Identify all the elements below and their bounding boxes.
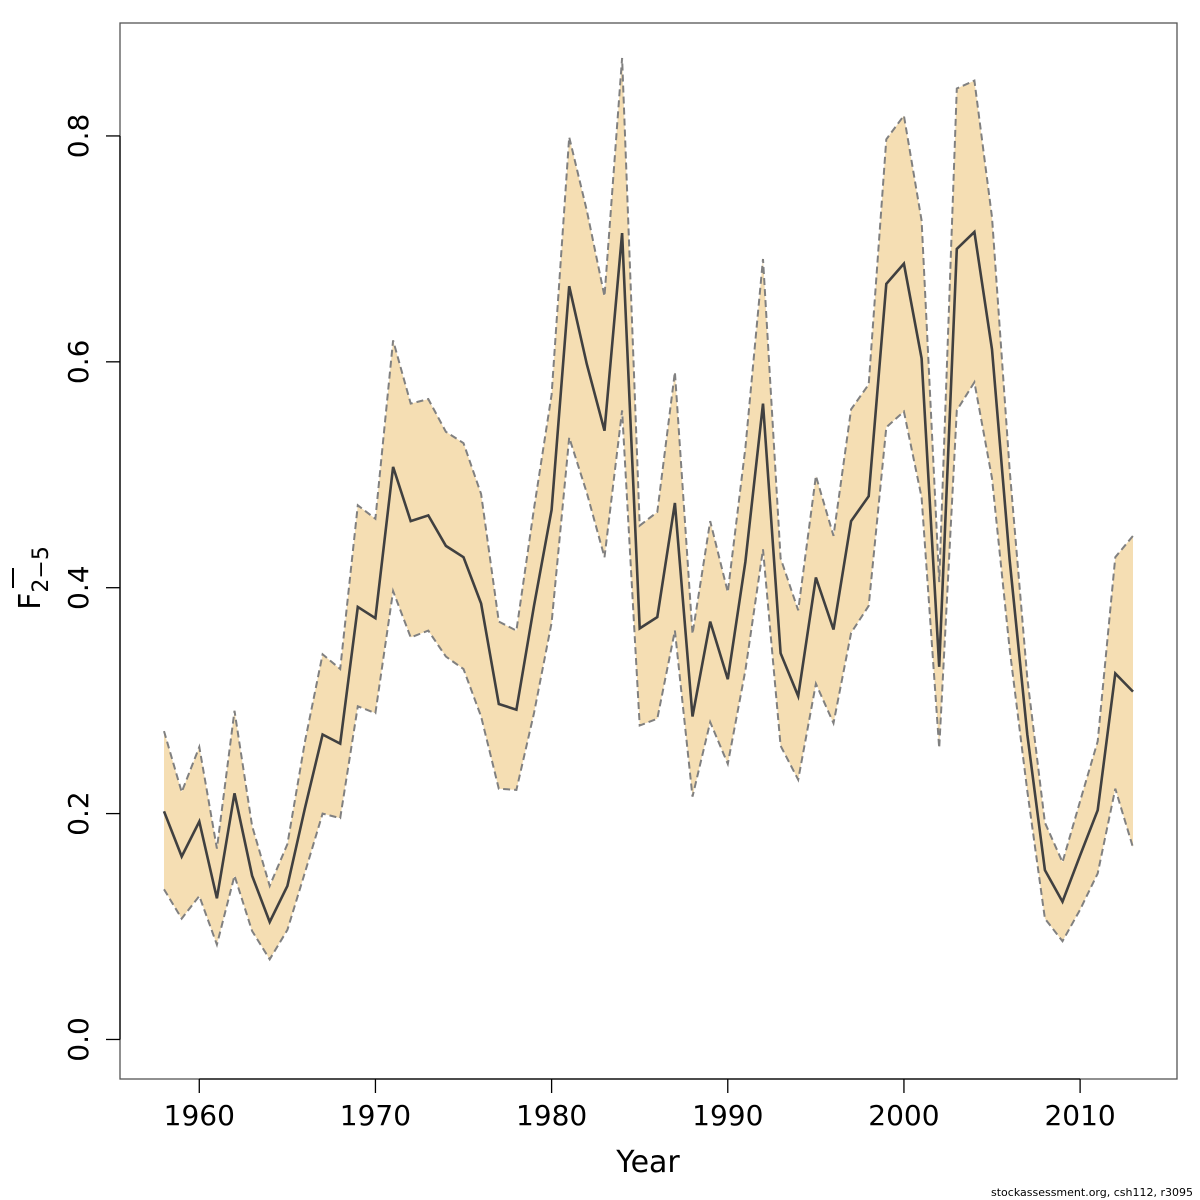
y-tick-label: 0.0 [62,1017,95,1062]
x-tick-label: 1990 [692,1099,763,1132]
credit-text: stockassessment.org, csh112, r3095 [991,1186,1193,1199]
confidence-band [164,58,1133,960]
y-axis: 0.0 0.2 0.4 0.6 0.8 [62,114,121,1062]
x-axis: 1960 1970 1980 1990 2000 2010 [164,1078,1116,1132]
svg-text:F2−5: F2−5 [13,546,54,610]
x-tick-label: 2000 [868,1099,939,1132]
y-axis-title-subscript: 2−5 [29,546,54,592]
x-tick-label: 2010 [1044,1099,1115,1132]
x-tick-label: 1970 [340,1099,411,1132]
x-tick-label: 1980 [516,1099,587,1132]
y-axis-title-main: F [13,593,48,610]
series-line-layer [162,57,1134,962]
x-axis-title: Year [615,1145,680,1180]
lower-bound-line [163,379,1134,962]
estimate-line [162,229,1134,926]
y-tick-label: 0.2 [62,791,95,836]
y-axis-title: F2−5 [12,546,54,610]
y-tick-label: 0.8 [62,114,95,159]
confidence-band-layer [164,58,1133,960]
x-tick-label: 1960 [164,1099,235,1132]
upper-bound-line [163,57,1134,889]
y-tick-label: 0.6 [62,340,95,385]
y-tick-label: 0.4 [62,565,95,610]
